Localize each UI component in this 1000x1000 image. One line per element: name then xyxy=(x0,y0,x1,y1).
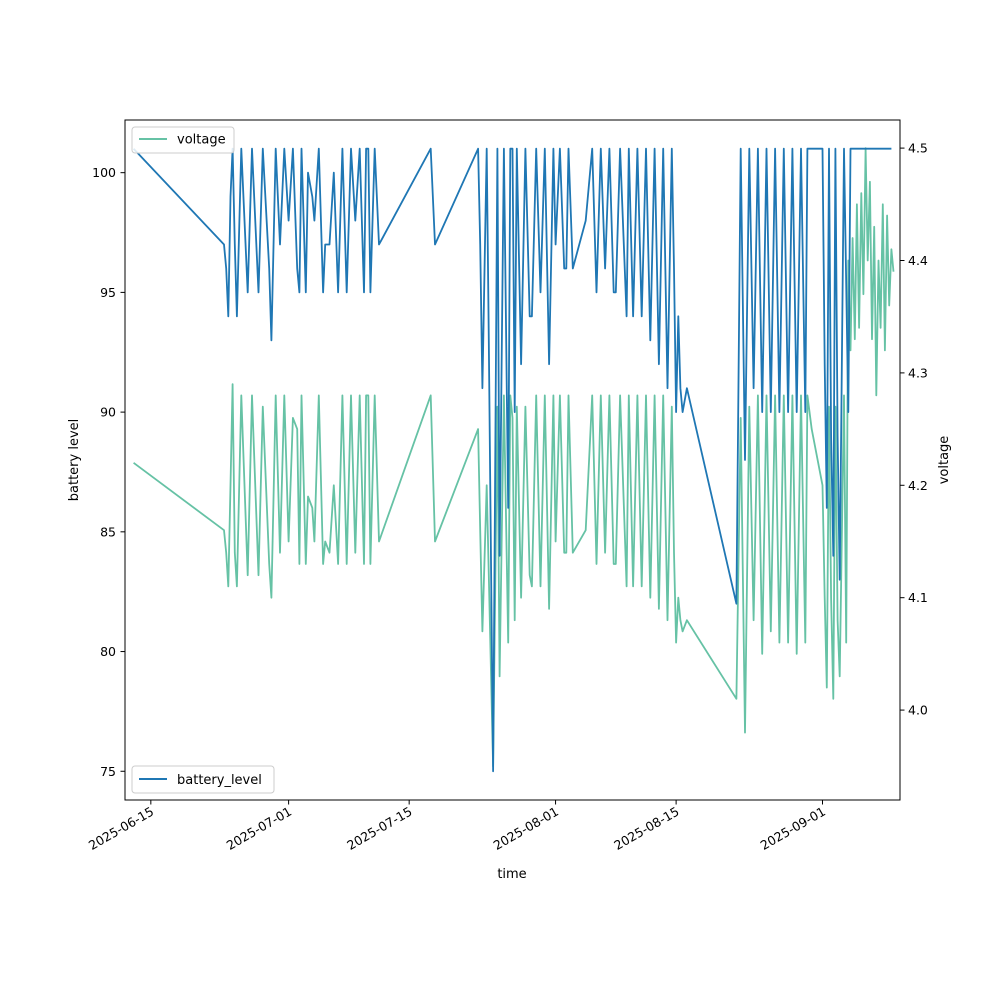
x-tick-label: 2025-07-15 xyxy=(344,804,414,853)
y-tick-label: 90 xyxy=(100,405,116,420)
y2-tick-label: 4.4 xyxy=(908,253,928,268)
legend-battery-level-box xyxy=(131,765,275,794)
y-tick-label: 95 xyxy=(100,285,116,300)
y-axis-left: 75 80 85 90 95 100 xyxy=(92,165,125,779)
y-axis-right: 4.0 4.1 4.2 4.3 4.4 4.5 xyxy=(900,141,928,718)
x-axis: 2025-06-15 2025-07-01 2025-07-15 2025-08-01… xyxy=(86,800,828,853)
y2-tick-label: 4.5 xyxy=(908,141,928,156)
x-tick-label: 2025-09-01 xyxy=(758,804,828,853)
y2-tick-label: 4.2 xyxy=(908,478,928,493)
y-tick-label: 75 xyxy=(100,764,116,779)
series-layer xyxy=(132,147,895,773)
legend-voltage: voltage xyxy=(131,126,235,154)
legend-battery-level: battery_level xyxy=(131,765,275,794)
y-tick-label: 80 xyxy=(100,644,116,659)
y-axis-title: battery level xyxy=(67,419,82,502)
y2-tick-label: 4.3 xyxy=(908,365,928,380)
legend-voltage-label: voltage xyxy=(177,133,226,148)
series-line-battery-level xyxy=(132,147,892,773)
y-tick-label: 100 xyxy=(92,165,116,180)
plot-border xyxy=(124,119,901,801)
x-tick-label: 2025-07-01 xyxy=(224,804,294,853)
legend-battery-level-label: battery_level xyxy=(177,773,262,788)
legend-voltage-box xyxy=(131,126,235,154)
series-line-voltage xyxy=(133,147,895,768)
x-tick-label: 2025-06-15 xyxy=(86,804,156,853)
y2-tick-label: 4.1 xyxy=(908,590,928,605)
y-tick-label: 85 xyxy=(100,524,116,539)
x-tick-label: 2025-08-15 xyxy=(611,804,681,853)
y2-axis-title: voltage xyxy=(937,436,952,485)
x-tick-label: 2025-08-01 xyxy=(491,804,561,853)
x-axis-title: time xyxy=(497,867,526,882)
y2-tick-label: 4.0 xyxy=(908,703,928,718)
